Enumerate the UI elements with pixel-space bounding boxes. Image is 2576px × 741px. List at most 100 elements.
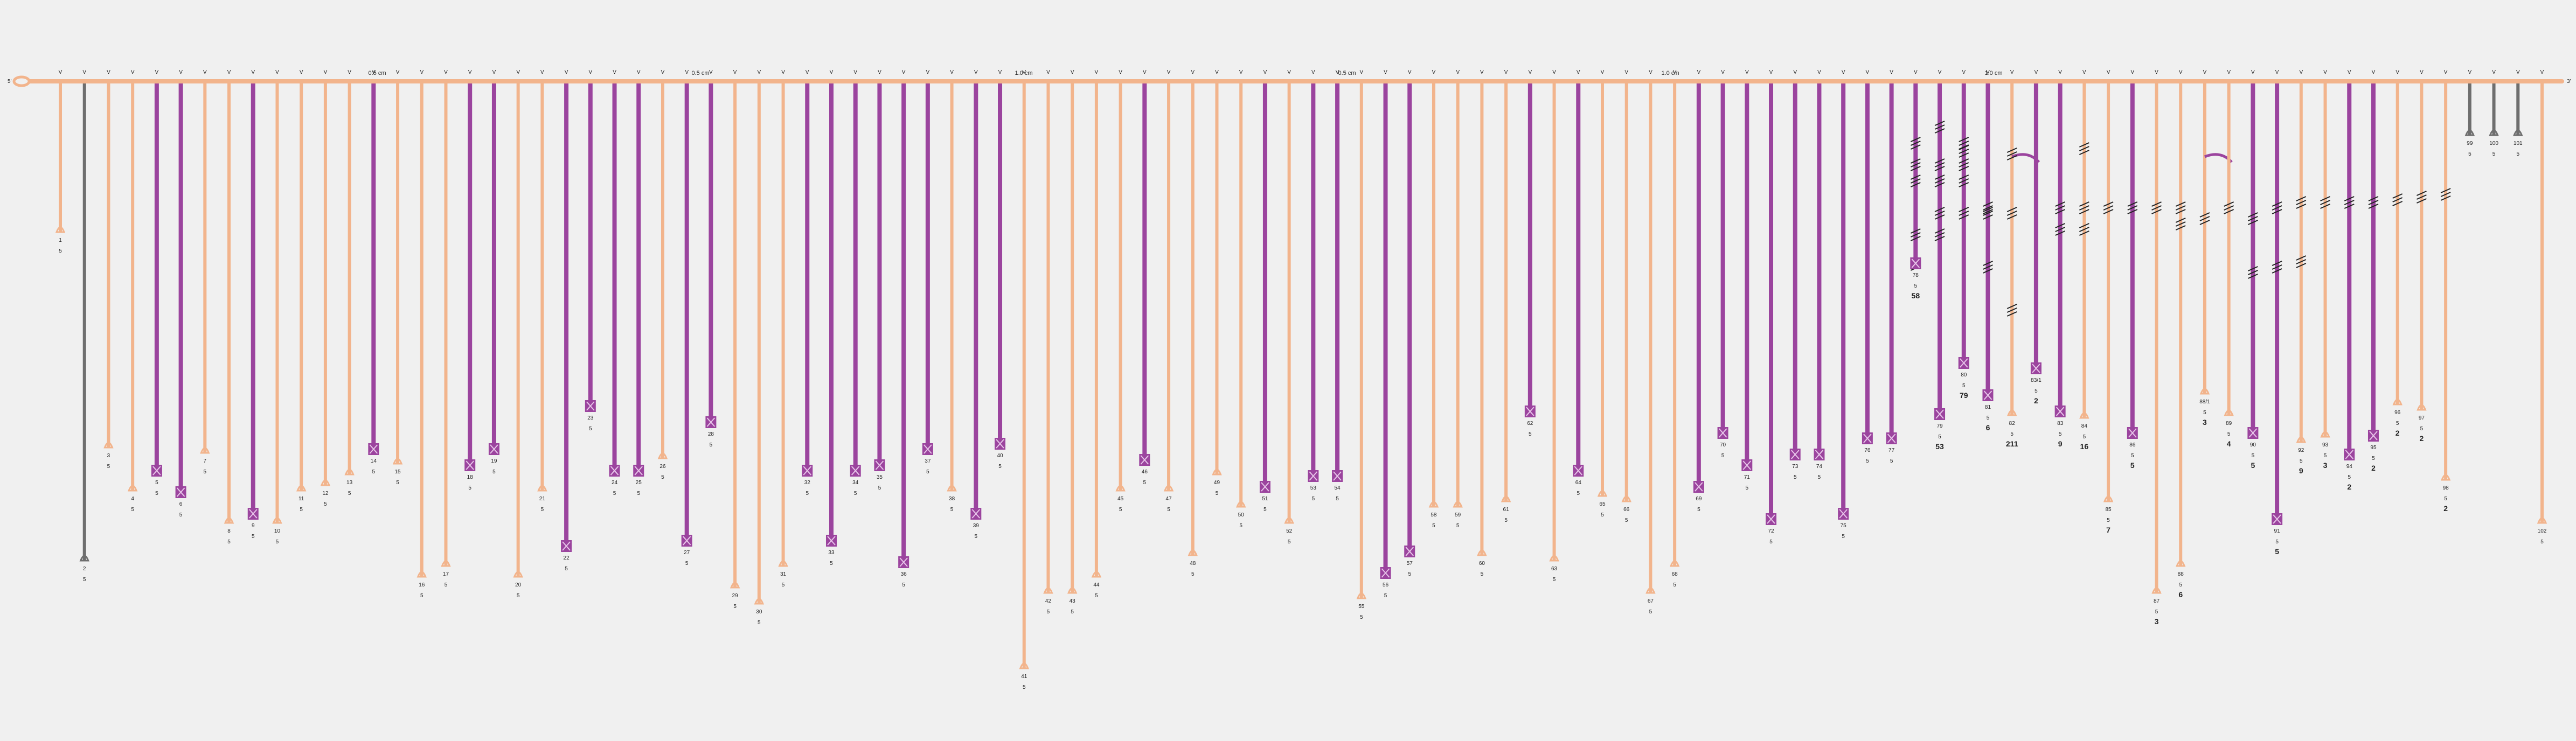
hair-tip: [1621, 495, 1631, 502]
hatch-mark: [2006, 214, 2017, 220]
hair-total: 3: [2203, 418, 2207, 427]
branch-marker: V: [2275, 69, 2279, 75]
hair-label: 9: [252, 523, 255, 529]
hair-label: 5: [155, 480, 158, 486]
hair-label: 56: [1383, 582, 1389, 588]
branch-marker: V: [613, 69, 616, 75]
hatch-mark: [1934, 182, 1945, 187]
hair-label: 39: [973, 523, 980, 529]
hatch-mark: [2151, 201, 2162, 207]
hair-branch: 65 5: [1597, 81, 1608, 518]
hair-tip: [103, 442, 114, 449]
hatch-mark: [2247, 212, 2258, 218]
hatch-mark: [2344, 204, 2355, 209]
hair-count: 5: [1794, 474, 1797, 480]
branch-marker: V: [1745, 69, 1749, 75]
hatch-mark: [1959, 178, 1969, 184]
branch-marker: V: [1071, 69, 1074, 75]
branch-marker: V: [757, 69, 761, 75]
hair-count: 5: [2275, 539, 2279, 545]
hair-count: 5: [1384, 593, 1387, 599]
x-marker: [682, 536, 691, 546]
axis-start-loop: [12, 75, 31, 87]
hair-branch: 56 5: [1380, 81, 1391, 599]
hair-branch: 18 5: [464, 81, 476, 491]
hair-count: 5: [1023, 684, 1026, 690]
hatch-mark: [2368, 196, 2379, 201]
branch-marker: V: [155, 69, 159, 75]
hatch-mark: [2272, 201, 2282, 207]
branch-marker: V: [1384, 69, 1387, 75]
hair-label: 10: [274, 528, 281, 534]
hair-count: 5: [902, 582, 905, 588]
x-marker: [803, 466, 812, 476]
hatch-mark: [2296, 259, 2307, 264]
hair-count: 5: [1167, 507, 1170, 513]
hair-branch: 19 5: [488, 81, 499, 475]
hair-label: 65: [1599, 501, 1606, 507]
hair-count: 5: [998, 464, 1002, 470]
hatch-mark: [2247, 216, 2258, 221]
hair-count: 5: [975, 534, 978, 540]
hatch-mark: [2055, 230, 2066, 236]
hatch-mark: [2127, 201, 2138, 207]
hair-branch: 39 5: [970, 81, 982, 540]
hatch-mark: [1934, 178, 1945, 184]
hatch-mark: [1934, 158, 1945, 164]
hair-branch: 76 5: [1862, 81, 1873, 464]
hair-tip: [754, 598, 765, 605]
hair-tip: [1188, 549, 1198, 556]
hair-tip: [778, 560, 788, 567]
branch-marker: V: [1504, 69, 1508, 75]
hair-branch: 59 5: [1453, 81, 1463, 529]
hair-count: 5: [492, 469, 496, 475]
branch-marker: V: [1601, 69, 1605, 75]
x-marker: [1935, 409, 1944, 419]
branch-marker: V: [2323, 69, 2327, 75]
hatch-mark: [1959, 158, 1969, 164]
x-marker: [610, 466, 619, 476]
hatch-mark: [2079, 201, 2089, 207]
hair-count: 5: [1191, 571, 1195, 577]
x-marker: [1815, 450, 1824, 459]
branch-marker: V: [1263, 69, 1267, 75]
x-marker: [1911, 258, 1920, 268]
hair-label: 32: [804, 480, 811, 486]
branch-marker: V: [1287, 69, 1291, 75]
hair-label: 64: [1575, 480, 1582, 486]
branch-marker: V: [2035, 69, 2038, 75]
hair-branch: 45: [127, 81, 138, 513]
hair-label: 61: [1503, 507, 1510, 513]
branch-marker: V: [396, 69, 400, 75]
hatch-mark: [1934, 128, 1945, 134]
hatch-mark: [1959, 166, 1969, 171]
hair-branch: 58 5: [1428, 81, 1439, 529]
x-marker: [1839, 509, 1848, 519]
branch-marker: V: [709, 69, 713, 75]
hair-label: 99: [2467, 141, 2473, 146]
hair-count: 5: [878, 485, 881, 491]
hair-count: 5: [107, 464, 110, 470]
hair-branch: 26 5: [657, 81, 668, 480]
hatch-mark: [2055, 205, 2066, 211]
x-marker: [996, 439, 1004, 449]
branch-marker: V: [1311, 69, 1315, 75]
hair-count: 5: [1818, 474, 1821, 480]
hair-count: 5: [204, 469, 207, 475]
hair-label: 11: [298, 496, 304, 502]
hair-count: 5: [2468, 151, 2471, 157]
hatch-mark: [2006, 207, 2017, 212]
hatch-mark: [1934, 214, 1945, 220]
hair-count: 5: [1216, 491, 1219, 497]
branch-marker: V: [685, 69, 689, 75]
hatch-mark: [2344, 196, 2355, 201]
hair-label: 41: [1021, 674, 1027, 680]
hair-label: 22: [564, 555, 570, 561]
hatch-mark: [2175, 218, 2186, 223]
hair-count: 5: [1938, 434, 1941, 440]
hair-tip: [2537, 517, 2547, 524]
branch-marker: V: [1793, 69, 1797, 75]
hair-branch: 17 5: [441, 81, 451, 588]
hair-branch: 20 5: [513, 81, 523, 599]
hair-count: 5: [589, 426, 592, 432]
